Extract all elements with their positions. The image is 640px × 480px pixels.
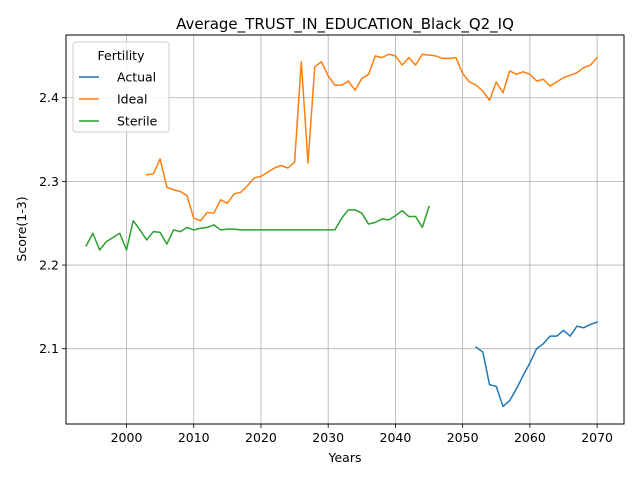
- x-tick-label: 2020: [245, 430, 277, 445]
- y-tick-label: 2.3: [39, 174, 59, 189]
- x-axis-ticks: 2000 2010 2020 2030 2040 2050 2060 2070: [111, 424, 613, 445]
- plot-frame: [65, 34, 625, 425]
- x-tick-label: 2060: [514, 430, 546, 445]
- x-tick-label: 2050: [447, 430, 479, 445]
- legend-label-ideal: Ideal: [117, 92, 147, 107]
- series-line-sterile: [85, 205, 430, 251]
- x-tick-label: 2070: [581, 430, 613, 445]
- plot-area: [85, 53, 599, 408]
- legend-box: [72, 41, 170, 133]
- chart-title: Average_TRUST_IN_EDUCATION_Black_Q2_IQ: [176, 15, 514, 34]
- legend-title: Fertility: [98, 48, 146, 63]
- x-axis-label: Years: [328, 450, 362, 465]
- x-tick-label: 2000: [111, 430, 143, 445]
- y-tick-label: 2.4: [39, 90, 59, 105]
- x-tick-label: 2040: [380, 430, 412, 445]
- x-tick-label: 2010: [178, 430, 210, 445]
- y-axis-ticks: 2.1 2.2 2.3 2.4: [39, 90, 66, 356]
- legend: Fertility Actual Ideal Sterile: [72, 41, 170, 133]
- series-line-actual: [475, 320, 599, 408]
- y-axis-label: Score(1-3): [14, 196, 29, 261]
- y-tick-label: 2.2: [39, 258, 59, 273]
- series-line-ideal: [145, 53, 599, 222]
- legend-label-actual: Actual: [117, 70, 156, 85]
- legend-label-sterile: Sterile: [117, 114, 158, 129]
- x-tick-label: 2030: [312, 430, 344, 445]
- y-tick-label: 2.1: [39, 341, 59, 356]
